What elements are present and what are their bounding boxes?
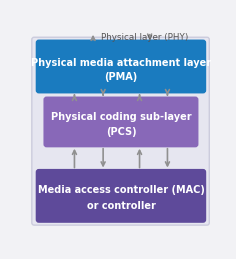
FancyBboxPatch shape — [32, 37, 209, 225]
Text: or controller: or controller — [87, 201, 155, 211]
Text: Physical media attachment layer: Physical media attachment layer — [31, 58, 211, 68]
Text: Media access controller (MAC): Media access controller (MAC) — [38, 185, 204, 195]
Text: (PMA): (PMA) — [104, 72, 138, 82]
FancyBboxPatch shape — [36, 169, 206, 223]
FancyBboxPatch shape — [36, 40, 206, 93]
Text: Physical layer (PHY): Physical layer (PHY) — [101, 33, 188, 42]
Text: (PCS): (PCS) — [106, 127, 136, 137]
Text: Physical coding sub-layer: Physical coding sub-layer — [51, 112, 191, 121]
FancyBboxPatch shape — [43, 97, 198, 147]
